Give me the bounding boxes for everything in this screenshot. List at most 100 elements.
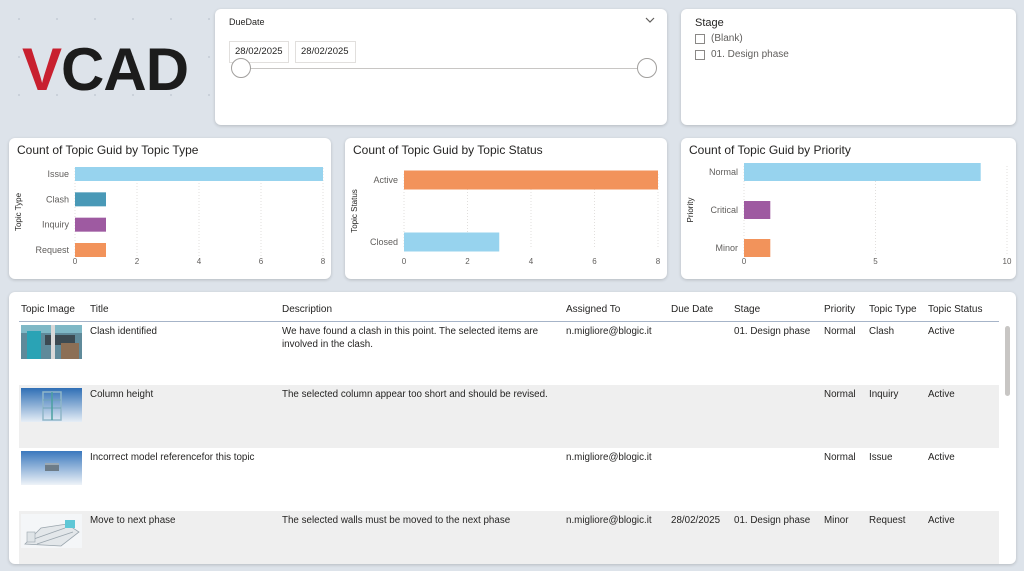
table-scrollbar[interactable]	[1005, 326, 1010, 396]
table-row[interactable]: Move to next phase The selected walls mu…	[19, 511, 999, 564]
column-thumbnail-icon	[21, 388, 82, 422]
clash-thumbnail-icon	[21, 325, 82, 359]
priority-chart[interactable]: Count of Topic Guid by Priority 0 5 10 Prio…	[681, 138, 1016, 279]
row-topic-type: Issue	[869, 452, 893, 463]
x-tick-label: 4	[197, 257, 202, 266]
category-label: Minor	[715, 243, 738, 253]
svg-text:VCAD: VCAD	[22, 40, 188, 96]
x-tick-label: 2	[465, 257, 470, 266]
category-label: Inquiry	[42, 220, 70, 230]
header-topic-status[interactable]: Topic Status	[928, 304, 983, 315]
header-title[interactable]: Title	[90, 304, 109, 315]
category-label: Request	[35, 245, 69, 255]
end-date-handle[interactable]	[637, 58, 657, 78]
row-description: The selected walls must be moved to the …	[282, 515, 511, 526]
x-tick-label: 8	[321, 257, 326, 266]
row-topic-status: Active	[928, 452, 955, 463]
topic-status-chart[interactable]: Count of Topic Guid by Topic Status 0 2 4 6…	[345, 138, 667, 279]
header-due-date[interactable]: Due Date	[671, 304, 714, 315]
row-assigned-to: n.migliore@blogic.it	[566, 326, 652, 337]
checkbox-icon[interactable]	[695, 33, 705, 44]
category-label: Clash	[46, 194, 69, 204]
stage-option-label: 01. Design phase	[711, 49, 789, 60]
row-title: Move to next phase	[90, 515, 176, 526]
header-topic-type[interactable]: Topic Type	[869, 304, 917, 315]
header-stage[interactable]: Stage	[734, 304, 761, 315]
header-priority[interactable]: Priority	[824, 304, 856, 315]
row-topic-status: Active	[928, 389, 955, 400]
x-tick-label: 8	[656, 257, 661, 266]
row-title: Incorrect model referencefor this topic	[90, 452, 255, 463]
bar-request[interactable]	[75, 243, 106, 257]
logo-letter-v: V	[22, 40, 62, 96]
header-divider	[19, 321, 999, 322]
header-assigned-to[interactable]: Assigned To	[566, 304, 621, 315]
start-date-handle[interactable]	[231, 58, 251, 78]
row-topic-type: Clash	[869, 326, 895, 337]
topics-table[interactable]: Topic Image Title Description Assigned T…	[9, 292, 1016, 564]
topic-type-chart[interactable]: Count of Topic Guid by Topic Type 0 2 4 6 8 T…	[9, 138, 331, 279]
x-tick-label: 6	[259, 257, 264, 266]
x-tick-label: 0	[742, 257, 747, 266]
logo-letters-cad: CAD	[61, 40, 188, 96]
stage-slicer: Stage (Blank) 01. Design phase	[681, 9, 1016, 125]
canvas-dot-grid	[0, 0, 210, 130]
x-tick-label: 10	[1003, 257, 1012, 266]
end-date-input[interactable]: 28/02/2025	[295, 41, 356, 63]
bar-closed[interactable]	[404, 232, 500, 252]
due-date-slicer[interactable]: DueDate 28/02/2025 28/02/2025	[215, 9, 667, 125]
table-row[interactable]: Incorrect model referencefor this topic …	[19, 448, 999, 511]
x-tick-label: 6	[592, 257, 597, 266]
stage-option-label: (Blank)	[711, 33, 743, 44]
y-axis-title: Topic Status	[350, 189, 359, 233]
vcad-logo: VCAD	[22, 40, 189, 96]
header-topic-image[interactable]: Topic Image	[21, 304, 75, 315]
x-tick-label: 4	[529, 257, 534, 266]
chevron-down-icon[interactable]	[645, 15, 655, 25]
walls-thumbnail-icon	[21, 514, 82, 548]
chart-title: Count of Topic Guid by Priority	[689, 143, 851, 157]
x-tick-label: 5	[873, 257, 878, 266]
row-due-date: 28/02/2025	[671, 515, 721, 526]
date-range-track[interactable]	[241, 68, 641, 69]
stage-option-blank[interactable]: (Blank)	[695, 33, 743, 44]
bar-normal[interactable]	[744, 163, 981, 181]
x-tick-label: 0	[73, 257, 78, 266]
row-description: We have found a clash in this point. The…	[282, 326, 539, 350]
y-axis-title: Topic Type	[14, 192, 23, 231]
table-row[interactable]: Column height The selected column appear…	[19, 385, 999, 448]
y-axis-title: Priority	[686, 198, 695, 223]
table-row[interactable]: Clash identified We have found a clash i…	[19, 322, 999, 385]
category-label: Closed	[370, 237, 398, 247]
stage-option-design-phase[interactable]: 01. Design phase	[695, 49, 789, 60]
row-title: Clash identified	[90, 326, 157, 337]
category-label: Issue	[47, 169, 69, 179]
row-description: The selected column appear too short and…	[282, 389, 548, 400]
bar-inquiry[interactable]	[75, 217, 106, 232]
bar-critical[interactable]	[744, 201, 771, 219]
chart-title: Count of Topic Guid by Topic Status	[353, 143, 543, 157]
row-priority: Normal	[824, 326, 856, 337]
row-assigned-to: n.migliore@blogic.it	[566, 452, 652, 463]
row-title: Column height	[90, 389, 154, 400]
bar-minor[interactable]	[744, 239, 771, 257]
row-topic-status: Active	[928, 515, 955, 526]
due-date-slicer-title: DueDate	[229, 17, 265, 27]
bar-clash[interactable]	[75, 192, 106, 207]
bar-active[interactable]	[404, 170, 658, 190]
row-priority: Minor	[824, 515, 849, 526]
bar-issue[interactable]	[75, 167, 323, 181]
header-description[interactable]: Description	[282, 304, 333, 315]
x-tick-label: 2	[135, 257, 140, 266]
row-topic-type: Inquiry	[869, 389, 899, 400]
topic-status-bar-chart[interactable]: 0 2 4 6 8 Topic Status Active Closed	[345, 138, 667, 279]
row-priority: Normal	[824, 452, 856, 463]
start-date-input[interactable]: 28/02/2025	[229, 41, 289, 63]
category-label: Normal	[709, 167, 738, 177]
category-label: Active	[373, 175, 398, 185]
topic-type-bar-chart[interactable]: 0 2 4 6 8 Topic Type Issue Clash Inquiry Request	[9, 138, 331, 279]
checkbox-icon[interactable]	[695, 49, 705, 60]
priority-bar-chart[interactable]: 0 5 10 Priority Normal Critical Minor	[681, 138, 1016, 279]
row-topic-status: Active	[928, 326, 955, 337]
row-stage: 01. Design phase	[734, 515, 811, 526]
